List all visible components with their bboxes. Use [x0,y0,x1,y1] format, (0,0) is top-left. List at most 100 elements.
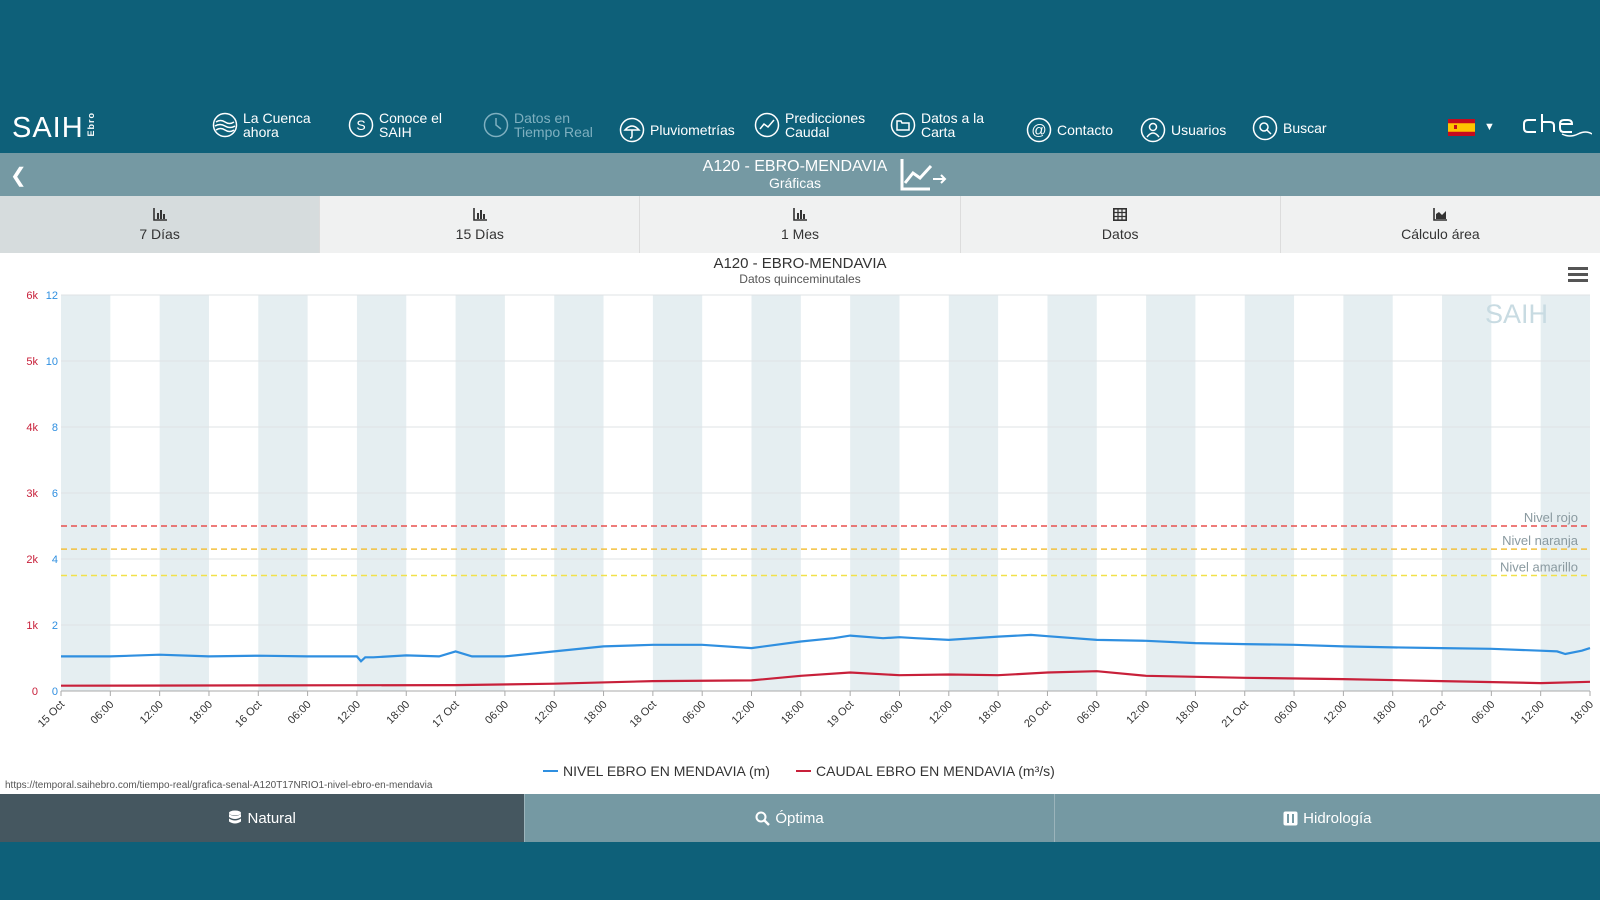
waves-icon [212,112,238,138]
status-url: https://temporal.saihebro.com/tiempo-rea… [5,780,433,791]
nav-label: Tiempo Real [514,124,593,140]
x-tick-label: 06:00 [680,699,708,727]
optima-button[interactable]: Óptima [524,794,1054,842]
nav-la-cuenca[interactable]: La Cuenca ahora [212,111,311,139]
database-icon [229,810,242,824]
spain-flag-icon[interactable] [1448,119,1475,136]
logo-text: SAIH [12,112,84,144]
tab-1-mes[interactable]: 1 Mes [640,196,961,253]
x-tick-label: 15 Oct [36,699,67,730]
nav-contacto[interactable]: @ Contacto [1026,117,1113,143]
bar-chart-icon [793,207,807,221]
x-tick-label: 12:00 [1124,699,1152,727]
nav-label: Datos a la [921,110,985,126]
x-tick-label: 12:00 [927,699,955,727]
nav-conoce-saih[interactable]: S Conoce el SAIH [348,111,442,139]
threshold-label: Nivel rojo [1524,510,1578,525]
chart-export-icon[interactable] [899,157,949,191]
nav-datos-carta[interactable]: Datos a la Carta [890,111,984,139]
nav-label: Carta [921,124,956,140]
tab-7-dias[interactable]: 7 Días [0,196,321,253]
table-icon [1113,207,1128,221]
y-tick-level: 10 [46,356,58,368]
hidrologia-label: Hidrología [1303,809,1372,827]
x-tick-label: 18:00 [1174,699,1202,727]
y-tick-flow: 6k [26,290,38,302]
x-tick-label: 12:00 [730,699,758,727]
legend-label: NIVEL EBRO EN MENDAVIA (m) [563,763,770,779]
y-tick-flow: 5k [26,356,38,368]
tab-label: 15 Días [455,225,504,242]
chevron-left-icon[interactable]: ❮ [10,165,27,187]
natural-label: Natural [247,809,296,827]
top-nav: SAIH Ebro La Cuenca ahora S Conoce el SAIH … [0,104,1600,153]
nav-label: Predicciones [785,110,866,126]
x-tick-label: 06:00 [286,699,314,727]
nav-usuarios[interactable]: Usuarios [1140,117,1226,143]
folder-icon [890,112,916,138]
x-tick-label: 22 Oct [1417,699,1448,730]
tab-label: 1 Mes [780,225,820,242]
x-tick-label: 18:00 [582,699,610,727]
x-tick-label: 18:00 [384,699,412,727]
bar-chart-icon [152,207,167,221]
y-tick-flow: 2k [26,554,38,566]
y-tick-flow: 3k [26,488,38,500]
x-tick-label: 18:00 [187,699,215,727]
x-tick-label: 12:00 [138,699,166,727]
y-tick-flow: 4k [26,422,38,434]
chevron-down-icon[interactable]: ▼ [1484,121,1495,133]
hidrologia-button[interactable]: Hidrología [1053,794,1600,842]
trend-icon [754,112,780,138]
umbrella-icon [619,117,645,143]
y-tick-flow: 0 [32,686,38,698]
series-line-flow [60,670,1591,687]
hamburger-menu-icon[interactable] [1568,266,1588,282]
x-tick-label: 18 Oct [628,699,659,730]
svg-text:S: S [356,117,365,133]
nav-label: Usuarios [1171,122,1227,138]
y-tick-level: 6 [52,488,58,500]
nav-label: Conoce el [379,110,443,126]
tab-calculo-area[interactable]: Cálculo área [1281,196,1600,253]
saih-logo[interactable]: SAIH Ebro [12,112,96,145]
x-tick-label: 06:00 [1272,699,1300,727]
logo-sub: Ebro [85,112,96,137]
nav-label: Pluviometrías [650,122,735,138]
station-subtitle: Gráficas [768,175,822,191]
x-tick-label: 12:00 [1519,699,1547,727]
nav-label: ahora [243,124,279,140]
tab-label: Cálculo área [1401,225,1480,242]
x-tick-label: 18:00 [976,699,1004,727]
chart-watermark: SAIH [1485,299,1548,329]
tab-label: Datos [1101,225,1139,242]
x-tick-label: 18:00 [1568,699,1596,727]
natural-button[interactable]: Natural [0,794,525,842]
info-s-icon: S [348,112,374,138]
y-tick-level: 8 [52,422,58,434]
x-tick-label: 21 Oct [1219,699,1250,730]
nav-label: La Cuenca [243,110,311,126]
nav-label: Buscar [1283,120,1327,136]
che-logo[interactable] [1522,110,1592,140]
x-tick-label: 12:00 [1322,699,1350,727]
tab-15-dias[interactable]: 15 Días [320,196,641,253]
nav-predicciones-caudal[interactable]: Predicciones Caudal [754,111,865,139]
x-tick-label: 06:00 [878,699,906,727]
x-tick-label: 12:00 [335,699,363,727]
area-chart-icon [1433,207,1448,221]
x-tick-label: 06:00 [88,699,116,727]
x-tick-label: 06:00 [1470,699,1498,727]
svg-text:@: @ [1031,122,1046,139]
period-tabs: 7 Días 15 Días 1 Mes Datos Cálculo área [0,196,1600,254]
x-tick-label: 20 Oct [1022,699,1053,730]
nav-buscar[interactable]: Buscar [1252,115,1327,141]
tab-datos[interactable]: Datos [961,196,1281,253]
chart-subtitle: Datos quinceminutales [739,272,860,286]
x-tick-label: 18:00 [779,699,807,727]
station-title: A120 - EBRO-MENDAVIA [702,158,888,175]
nav-datos-tiempo-real[interactable]: Datos en Tiempo Real [483,111,593,139]
x-tick-label: 12:00 [532,699,560,727]
nav-pluviometrias[interactable]: Pluviometrías [619,117,735,143]
